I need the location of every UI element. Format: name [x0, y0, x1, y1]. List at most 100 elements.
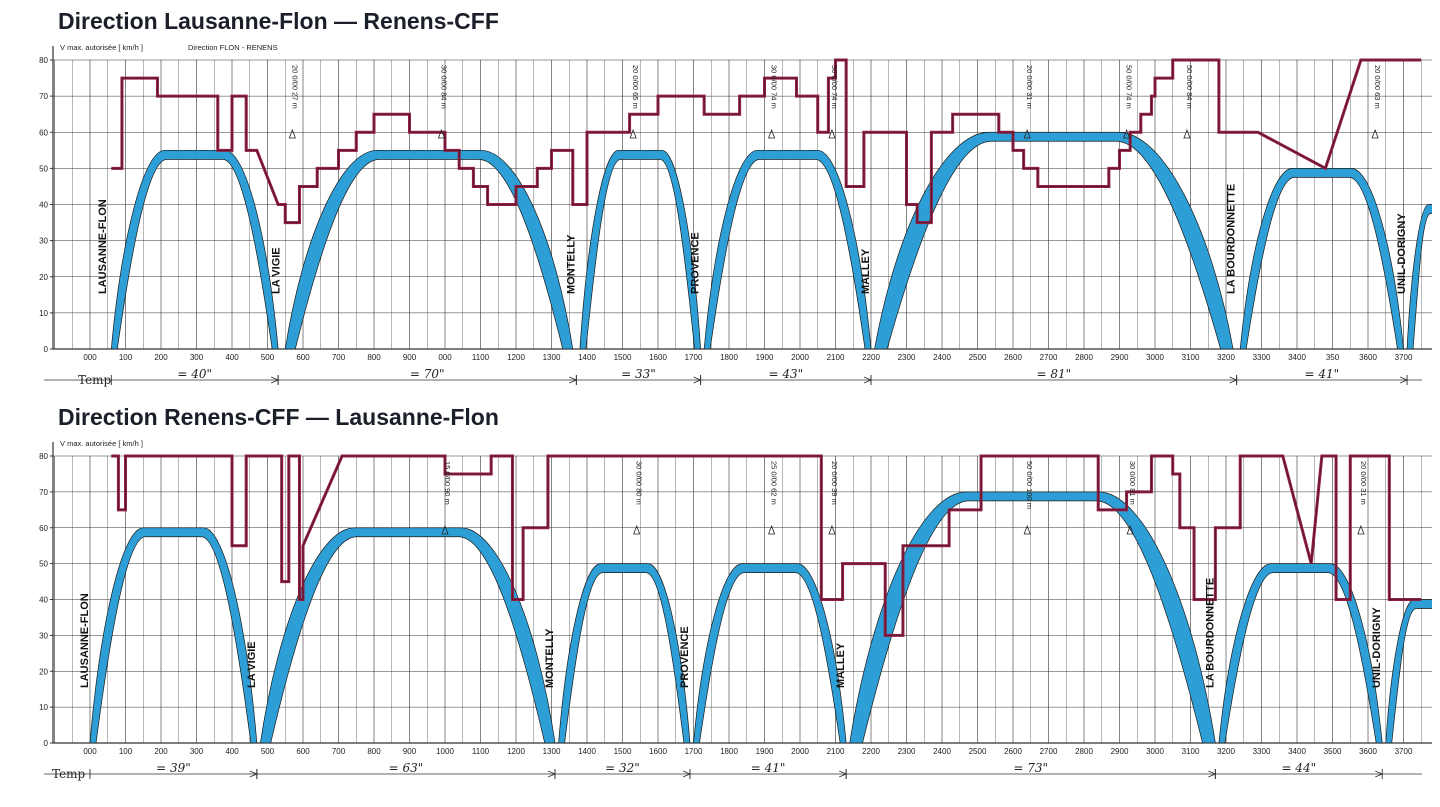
y-tick-label: 60	[39, 524, 48, 533]
x-tick-label: 000	[83, 747, 97, 756]
segment-time: = 70"	[410, 367, 445, 381]
segment-time: = 41"	[751, 761, 786, 775]
chart-title-outbound: Direction Lausanne-Flon — Renens-CFF	[58, 8, 499, 34]
x-tick-label: 2300	[898, 353, 916, 362]
gradient-marker	[768, 128, 776, 139]
y-tick-label: 50	[39, 560, 48, 569]
x-tick-label: 600	[296, 747, 310, 756]
gradient-marker	[1023, 524, 1031, 535]
gradient-marker	[288, 128, 296, 139]
gradient-marker	[768, 524, 776, 535]
x-tick-label: 2300	[898, 747, 916, 756]
gradient-marker	[629, 128, 637, 139]
x-tick-label: 300	[190, 747, 204, 756]
x-tick-label: 1800	[720, 747, 738, 756]
x-tick-label: 900	[403, 747, 417, 756]
gradient-annotation: 15 0/00 90 m	[443, 461, 452, 505]
station-label: MONTELLY	[565, 234, 577, 294]
station-label: PROVENCE	[679, 626, 691, 688]
x-tick-label: 3700	[1395, 353, 1413, 362]
x-tick-label: 1300	[543, 353, 561, 362]
y-tick-label: 60	[39, 128, 48, 137]
x-tick-label: 1700	[685, 747, 703, 756]
x-tick-label: 1100	[472, 353, 490, 362]
x-tick-label: 2600	[1004, 747, 1022, 756]
x-tick-label: 200	[154, 747, 168, 756]
x-tick-label: 2200	[862, 747, 880, 756]
segment-time: = 44"	[1281, 761, 1316, 775]
x-tick-label: 1400	[578, 747, 596, 756]
gradient-annotation: 30 0/00 81 m	[1128, 461, 1137, 505]
x-tick-label: 400	[225, 747, 239, 756]
gradient-annotation: 50 0/00 100 m	[1025, 461, 1034, 509]
y-tick-label: 30	[39, 237, 48, 246]
segment-time: = 41"	[1305, 367, 1340, 381]
x-tick-label: 2900	[1111, 747, 1129, 756]
x-tick-label: 2400	[933, 353, 951, 362]
x-tick-label: 3400	[1288, 747, 1306, 756]
x-tick-label: 1500	[614, 747, 632, 756]
segment-time: = 33"	[621, 367, 656, 381]
x-tick-label: 100	[119, 353, 133, 362]
segment-time: = 39"	[156, 761, 191, 775]
gradient-annotation: 20 0/00 27 m	[290, 65, 299, 109]
y-tick-label: 20	[39, 273, 48, 282]
station-label: LAUSANNE-FLON	[79, 593, 91, 688]
y-tick-label: 40	[39, 596, 48, 605]
speed-profiles	[89, 491, 1432, 743]
x-tick-label: 3200	[1217, 747, 1235, 756]
y-tick-label: 80	[39, 56, 48, 65]
speed-profile-3	[558, 563, 691, 743]
gradient-annotation: 20 0/00 31 m	[1359, 461, 1368, 505]
gradient-marker	[1371, 128, 1379, 139]
x-tick-label: 2100	[827, 353, 845, 362]
speed-profile-6	[1218, 563, 1383, 743]
segment-time: = 73"	[1013, 761, 1048, 775]
x-tick-label: 300	[190, 353, 204, 362]
y-tick-label: 50	[39, 164, 48, 173]
speed-profile-1	[110, 149, 279, 349]
x-tick-label: 200	[154, 353, 168, 362]
speed-profile-4	[693, 563, 847, 743]
x-tick-label: 100	[119, 747, 133, 756]
segment-time: = 43"	[768, 367, 803, 381]
x-tick-label: 1100	[472, 747, 490, 756]
speed-profile-5	[849, 491, 1216, 743]
station-label: UNIL-DORIGNY	[1371, 607, 1383, 688]
station-label: LA VIGIE	[271, 247, 283, 294]
x-tick-label: 2800	[1075, 747, 1093, 756]
station-label: UNIL-DORIGNY	[1396, 213, 1408, 294]
x-tick-label: 1600	[649, 747, 667, 756]
x-tick-label: 2800	[1075, 353, 1093, 362]
x-tick-label: 500	[261, 747, 275, 756]
x-tick-label: 1400	[578, 353, 596, 362]
x-tick-label: 000	[83, 353, 97, 362]
x-tick-label: 3600	[1359, 353, 1377, 362]
x-tick-label: 600	[296, 353, 310, 362]
x-tick-label: 1200	[507, 747, 525, 756]
segment-time: = 32"	[605, 761, 640, 775]
y-tick-label: 40	[39, 201, 48, 210]
gradient-marker	[441, 524, 449, 535]
speed-profile-4	[703, 149, 872, 349]
x-tick-label: 700	[332, 747, 346, 756]
x-tick-label: 3600	[1359, 747, 1377, 756]
gradient-annotation: 20 0/00 63 m	[1373, 65, 1382, 109]
station-label: PROVENCE	[690, 232, 702, 294]
gradient-annotation: 30 0/00 80 m	[635, 461, 644, 505]
x-tick-label: 1600	[649, 353, 667, 362]
x-tick-label: 500	[261, 353, 275, 362]
x-tick-label: 3700	[1395, 747, 1413, 756]
y-tick-label: 0	[44, 345, 49, 354]
y-tick-label: 10	[39, 703, 48, 712]
speed-profile-1	[89, 527, 258, 743]
chart-title-return: Direction Renens-CFF — Lausanne-Flon	[58, 404, 499, 430]
gradient-annotation: 30 0/00 74 m	[830, 65, 839, 109]
x-tick-label: 3300	[1253, 353, 1271, 362]
chart-panel-2: 0 10 20 30 40 50 60 70 80 V max. autorisée [ km/h…	[39, 439, 1432, 781]
speed-profile-2	[260, 527, 556, 743]
gradient-marker	[1126, 524, 1134, 535]
speed-profile-6	[1239, 168, 1404, 349]
y-tick-label: 20	[39, 667, 48, 676]
